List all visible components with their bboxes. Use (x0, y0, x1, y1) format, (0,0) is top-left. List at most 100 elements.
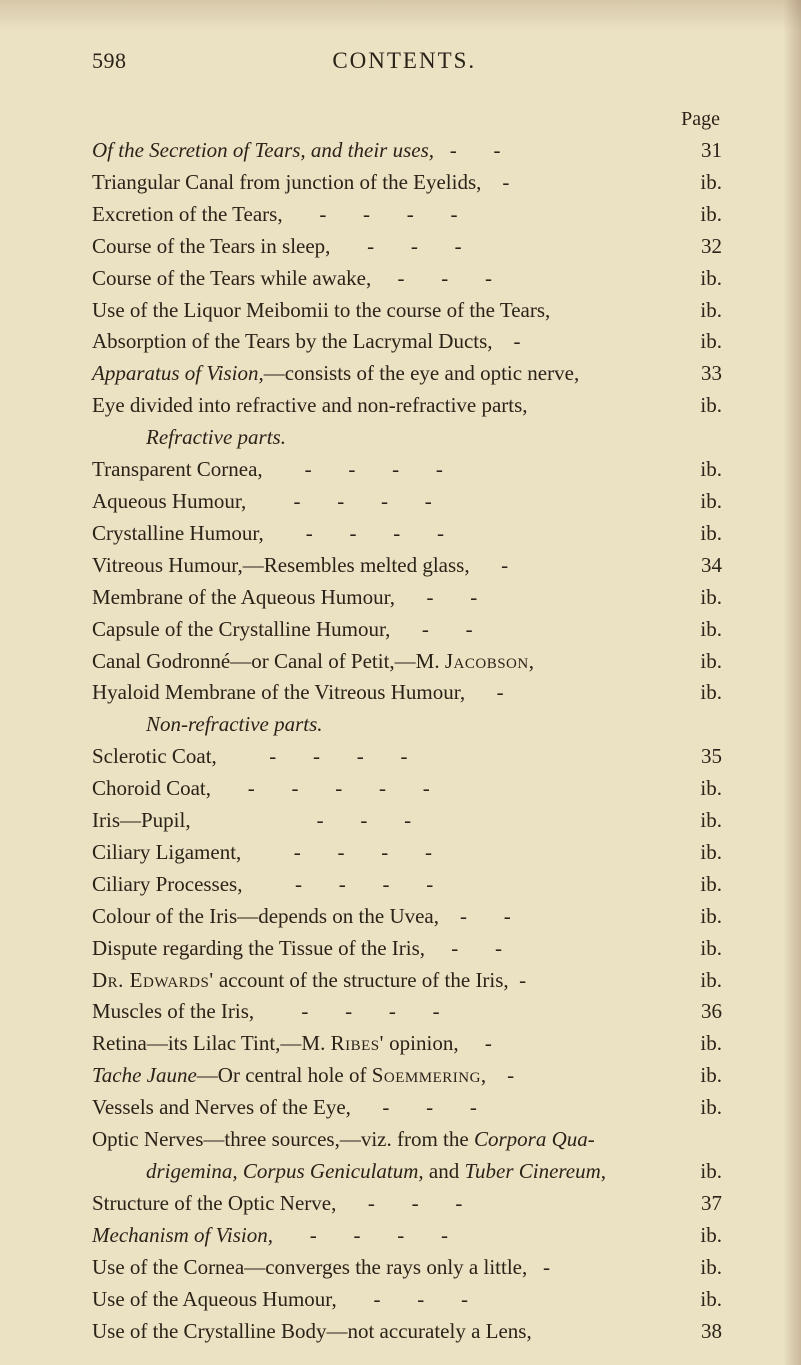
entry-text: drigemina, Corpus Geniculatum, and Tuber… (146, 1156, 606, 1188)
contents-entry: Refractive parts. (92, 422, 722, 454)
contents-entry: Absorption of the Tears by the Lacrymal … (92, 326, 722, 358)
contents-entry: Ciliary Ligament, - - - - ib. (92, 837, 722, 869)
entry-page: ib. (678, 677, 722, 709)
contents-entry: Choroid Coat, - - - - - ib. (92, 773, 722, 805)
entry-text: Optic Nerves—three sources,—viz. from th… (92, 1124, 595, 1156)
contents-entry: Hyaloid Membrane of the Vitreous Humour,… (92, 677, 722, 709)
entry-text: Colour of the Iris—depends on the Uvea, … (92, 901, 511, 933)
contents-entry: Apparatus of Vision,—consists of the eye… (92, 358, 722, 390)
contents-entry: Retina—its Lilac Tint,—M. Ribes' opinion… (92, 1028, 722, 1060)
entry-page: ib. (678, 837, 722, 869)
contents-entry: Dr. Edwards' account of the structure of… (92, 965, 722, 997)
contents-entry: drigemina, Corpus Geniculatum, and Tuber… (92, 1156, 722, 1188)
contents-list: Of the Secretion of Tears, and their use… (92, 135, 722, 1347)
entry-text: Absorption of the Tears by the Lacrymal … (92, 326, 521, 358)
entry-text: Triangular Canal from junction of the Ey… (92, 167, 509, 199)
entry-page: ib. (678, 869, 722, 901)
entry-text: Vessels and Nerves of the Eye, - - - (92, 1092, 477, 1124)
entry-text: Crystalline Humour, - - - - (92, 518, 444, 550)
contents-entry: Use of the Liquor Meibomii to the course… (92, 295, 722, 327)
contents-entry: Dispute regarding the Tissue of the Iris… (92, 933, 722, 965)
entry-page: ib. (678, 1284, 722, 1316)
entry-text: Vitreous Humour,—Resembles melted glass,… (92, 550, 508, 582)
entry-text: Course of the Tears in sleep, - - - (92, 231, 462, 263)
header-title: CONTENTS. (87, 48, 723, 74)
entry-page: ib. (678, 454, 722, 486)
entry-text: Canal Godronné—or Canal of Petit,—M. Jac… (92, 646, 534, 678)
entry-page: ib. (678, 773, 722, 805)
entry-page: ib. (678, 326, 722, 358)
page-content: 598 CONTENTS. Page Of the Secretion of T… (92, 48, 722, 1347)
contents-entry: Colour of the Iris—depends on the Uvea, … (92, 901, 722, 933)
contents-entry: Sclerotic Coat, - - - -35 (92, 741, 722, 773)
entry-text: Use of the Aqueous Humour, - - - (92, 1284, 468, 1316)
contents-entry: Use of the Aqueous Humour, - - - ib. (92, 1284, 722, 1316)
entry-text: Aqueous Humour, - - - - (92, 486, 432, 518)
entry-page: ib. (678, 1156, 722, 1188)
contents-entry: Capsule of the Crystalline Humour, - - ib… (92, 614, 722, 646)
entry-text: Excretion of the Tears, - - - - (92, 199, 458, 231)
entry-page: ib. (678, 263, 722, 295)
entry-text: Eye divided into refractive and non-refr… (92, 390, 528, 422)
entry-text: Structure of the Optic Nerve, - - - (92, 1188, 462, 1220)
entry-page: ib. (678, 805, 722, 837)
contents-entry: Mechanism of Vision, - - - - ib. (92, 1220, 722, 1252)
contents-entry: Vitreous Humour,—Resembles melted glass,… (92, 550, 722, 582)
contents-entry: Ciliary Processes, - - - - ib. (92, 869, 722, 901)
entry-text: Non-refractive parts. (146, 709, 323, 741)
entry-text: Ciliary Ligament, - - - - (92, 837, 432, 869)
entry-text: Use of the Cornea—converges the rays onl… (92, 1252, 550, 1284)
entry-page: ib. (678, 1092, 722, 1124)
entry-text: Tache Jaune—Or central hole of Soemmerin… (92, 1060, 514, 1092)
entry-text: Refractive parts. (146, 422, 286, 454)
contents-entry: Eye divided into refractive and non-refr… (92, 390, 722, 422)
contents-entry: Of the Secretion of Tears, and their use… (92, 135, 722, 167)
contents-entry: Optic Nerves—three sources,—viz. from th… (92, 1124, 722, 1156)
contents-entry: Use of the Cornea—converges the rays onl… (92, 1252, 722, 1284)
contents-entry: Structure of the Optic Nerve, - - - 37 (92, 1188, 722, 1220)
contents-entry: Use of the Crystalline Body—not accurate… (92, 1316, 722, 1348)
entry-page: ib. (678, 1220, 722, 1252)
entry-text: Capsule of the Crystalline Humour, - - (92, 614, 473, 646)
entry-text: Choroid Coat, - - - - - (92, 773, 430, 805)
entry-text: Dispute regarding the Tissue of the Iris… (92, 933, 502, 965)
entry-page: 32 (678, 231, 722, 263)
entry-page: 35 (678, 741, 722, 773)
entry-text: Iris—Pupil, - - - (92, 805, 411, 837)
vignette-top (0, 0, 801, 30)
entry-text: Course of the Tears while awake, - - - (92, 263, 492, 295)
entry-page: 33 (678, 358, 722, 390)
vignette-right (783, 0, 801, 1365)
contents-entry: Transparent Cornea, - - - -ib. (92, 454, 722, 486)
contents-entry: Triangular Canal from junction of the Ey… (92, 167, 722, 199)
entry-page: ib. (678, 582, 722, 614)
entry-text: Retina—its Lilac Tint,—M. Ribes' opinion… (92, 1028, 492, 1060)
entry-page: ib. (678, 167, 722, 199)
entry-page: ib. (678, 614, 722, 646)
entry-page: 34 (678, 550, 722, 582)
entry-page: 36 (678, 996, 722, 1028)
entry-page: 37 (678, 1188, 722, 1220)
entry-page: ib. (678, 646, 722, 678)
contents-entry: Muscles of the Iris, - - - -36 (92, 996, 722, 1028)
entry-text: Apparatus of Vision,—consists of the eye… (92, 358, 579, 390)
entry-text: Ciliary Processes, - - - - (92, 869, 433, 901)
entry-page: ib. (678, 901, 722, 933)
contents-entry: Excretion of the Tears, - - - - ib. (92, 199, 722, 231)
contents-entry: Non-refractive parts. (92, 709, 722, 741)
page-column-label: Page (92, 108, 722, 131)
entry-page: 31 (678, 135, 722, 167)
entry-page: ib. (678, 1252, 722, 1284)
running-header: 598 CONTENTS. (92, 48, 722, 74)
entry-page: ib. (678, 486, 722, 518)
contents-entry: Course of the Tears while awake, - - - ib… (92, 263, 722, 295)
entry-page: ib. (678, 199, 722, 231)
entry-text: Mechanism of Vision, - - - - (92, 1220, 448, 1252)
contents-entry: Iris—Pupil, - - - ib. (92, 805, 722, 837)
entry-page: ib. (678, 1028, 722, 1060)
entry-text: Of the Secretion of Tears, and their use… (92, 135, 501, 167)
contents-entry: Canal Godronné—or Canal of Petit,—M. Jac… (92, 646, 722, 678)
entry-page: ib. (678, 390, 722, 422)
contents-entry: Vessels and Nerves of the Eye, - - - ib. (92, 1092, 722, 1124)
contents-entry: Tache Jaune—Or central hole of Soemmerin… (92, 1060, 722, 1092)
